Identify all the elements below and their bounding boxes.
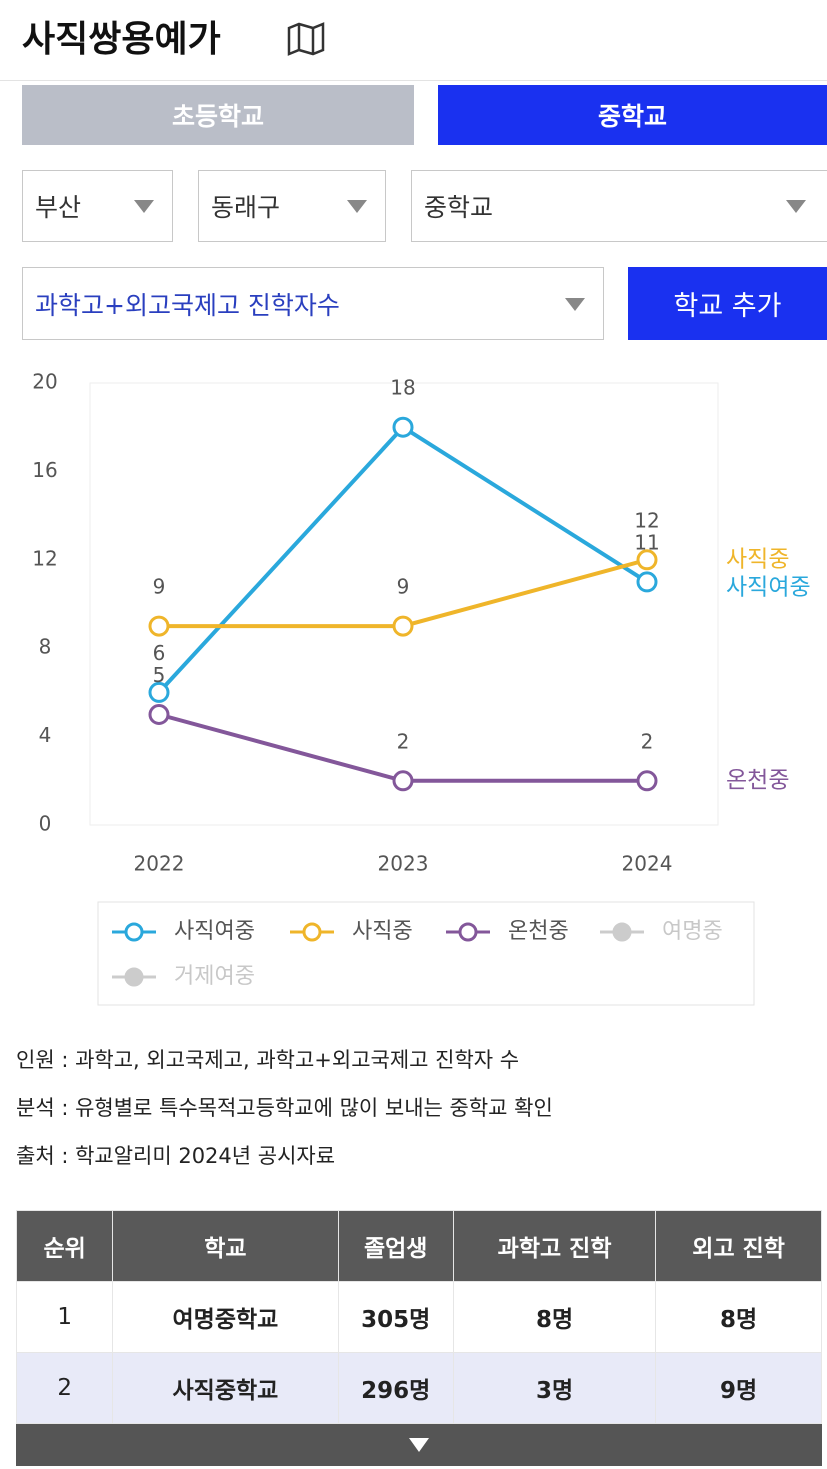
series-end-label: 사직여중 [726,574,811,600]
legend-item[interactable]: 여명중 [600,919,723,944]
y-tick-label: 4 [39,723,52,747]
x-tick-label: 2024 [622,852,673,876]
data-label: 12 [634,508,659,532]
table-row: 순위 학교 졸업생 과학고 진학 외고 진학 [15,1210,822,1282]
table-cell: 여명중학교 [112,1281,339,1353]
data-point [392,416,414,438]
table-cell: 305명 [337,1281,454,1353]
y-tick-label: 0 [39,812,52,836]
table-cell: 2 [15,1352,114,1424]
plot-frame [89,382,719,826]
legend-label: 사직여중 [174,919,255,944]
legend-item[interactable]: 온천중 [446,919,569,944]
note: 출처 : 학교알리미 2024년 공시자료 [16,1144,336,1168]
table-cell: 8명 [452,1281,657,1353]
table-cell: 외고 진학 [655,1210,822,1282]
table-cell: 3명 [452,1352,657,1424]
region-select[interactable]: 부산 [22,170,173,242]
data-point [148,704,170,725]
table-cell: 학교 [112,1210,339,1282]
legend-marker [458,922,478,942]
legend-item[interactable]: 사직중 [290,919,413,944]
data-label: 2 [397,729,410,753]
legend-marker [124,967,144,987]
note: 인원 : 과학고, 외고국제고, 과학고+외고국제고 진학자 수 [16,1048,520,1072]
y-tick-label: 20 [32,370,57,394]
note: 분석 : 유형별로 특수목적고등학교에 많이 보내는 중학교 확인 [16,1096,553,1120]
data-label: 18 [390,376,415,400]
x-tick-label: 2022 [134,852,185,876]
district-select[interactable]: 동래구 [198,170,386,242]
y-tick-label: 12 [32,546,57,570]
table-cell: 과학고 진학 [452,1210,657,1282]
legend-label: 온천중 [508,919,569,944]
select-text: 과학고+외고국제고 진학자수 [35,290,340,320]
x-tick-label: 2023 [378,852,429,876]
table-cell: 순위 [15,1210,114,1282]
page-title: 사직쌍용예가 [22,19,221,60]
ranking-table: 순위 학교 졸업생 과학고 진학 외고 진학 1 여명중학교 305명 8명 8명 2 사직중학교 29… [15,1210,822,1424]
legend-label: 거제여중 [174,964,255,989]
table-cell: 사직중학교 [112,1352,339,1424]
table-cell: 9명 [655,1352,822,1424]
legend-item[interactable]: 거제여중 [112,964,255,989]
map-icon[interactable] [286,22,326,56]
level-select[interactable]: 중학교 [411,170,827,242]
legend-marker [124,922,144,942]
data-point [636,770,658,792]
table-row: 1 여명중학교 305명 8명 8명 [15,1281,822,1353]
data-point [148,681,170,703]
tab[interactable]: 초등학교 [22,85,414,145]
y-tick-label: 16 [32,458,57,482]
data-point [148,615,170,637]
legend-marker [302,922,322,942]
data-label: 2 [641,729,654,753]
data-label: 6 [153,641,166,665]
series-line [157,424,649,694]
metric-select[interactable]: 과학고+외고국제고 진학자수 [22,267,604,340]
legend-box [97,901,755,1006]
tab[interactable]: 중학교 [438,85,827,145]
select-text: 동래구 [211,193,281,222]
select-text: 중학교 [424,193,494,222]
table-cell: 졸업생 [337,1210,454,1282]
data-label: 5 [153,663,166,687]
legend-item[interactable]: 사직여중 [112,919,255,944]
add-school-button[interactable]: 학교 추가 [628,267,827,340]
data-point [636,571,658,593]
data-point [392,770,414,792]
table-row: 2 사직중학교 296명 3명 9명 [15,1352,822,1424]
y-tick-label: 8 [39,635,52,659]
table-cell: 8명 [655,1281,822,1353]
table-cell: 296명 [337,1352,454,1424]
select-text: 부산 [35,193,82,222]
table-cell: 1 [15,1281,114,1353]
data-point [392,615,414,637]
series-end-label: 사직중 [726,546,789,572]
expand-button[interactable] [16,1424,822,1466]
data-label: 9 [397,575,410,599]
divider [0,80,827,81]
legend-marker [612,922,632,942]
series-end-label: 온천중 [726,767,789,793]
data-label: 9 [153,575,166,599]
legend-label: 여명중 [662,919,723,944]
data-point [636,549,658,571]
legend-label: 사직중 [352,919,413,944]
